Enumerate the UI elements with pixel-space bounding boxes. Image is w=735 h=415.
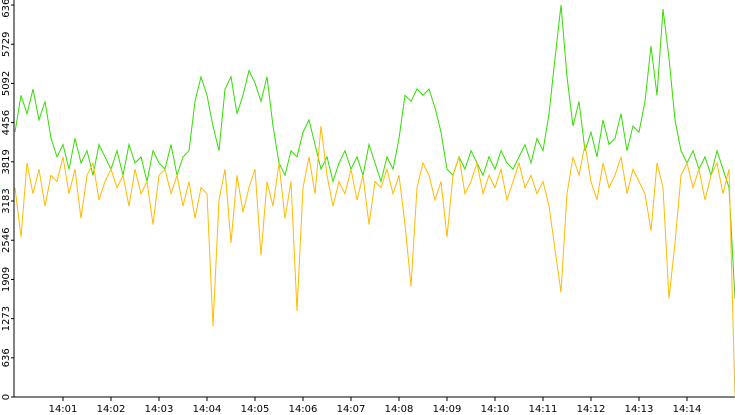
x-tick-label: 14:09 xyxy=(433,404,462,415)
x-tick-label: 14:05 xyxy=(241,404,270,415)
y-tick-label: 5729 xyxy=(1,31,12,56)
y-tick-label: 2546 xyxy=(1,227,12,252)
x-tick-label: 14:12 xyxy=(577,404,606,415)
y-tick-label: 0 xyxy=(1,394,12,400)
x-tick-label: 14:08 xyxy=(385,404,414,415)
y-tick-label: 3819 xyxy=(1,149,12,174)
y-tick-label: 5092 xyxy=(1,71,12,96)
x-tick-label: 14:01 xyxy=(49,404,78,415)
y-tick-label: 636 xyxy=(1,348,12,367)
y-tick-label: 1273 xyxy=(1,306,12,331)
x-tick-label: 14:07 xyxy=(337,404,366,415)
x-tick-label: 14:14 xyxy=(673,404,702,415)
series-line xyxy=(14,125,735,398)
y-tick-label: 3183 xyxy=(1,188,12,213)
x-tick-label: 14:02 xyxy=(97,404,126,415)
x-tick-label: 14:10 xyxy=(481,404,510,415)
x-tick-label: 14:06 xyxy=(289,404,318,415)
y-tick-label: 4456 xyxy=(1,110,12,135)
x-tick-label: 14:04 xyxy=(193,404,222,415)
x-tick-label: 14:03 xyxy=(145,404,174,415)
x-tick-label: 14:13 xyxy=(625,404,654,415)
y-tick-label: 1909 xyxy=(1,267,12,292)
y-tick-label: 6366 xyxy=(1,0,12,18)
x-tick-label: 14:11 xyxy=(529,404,558,415)
series-line xyxy=(14,4,735,299)
